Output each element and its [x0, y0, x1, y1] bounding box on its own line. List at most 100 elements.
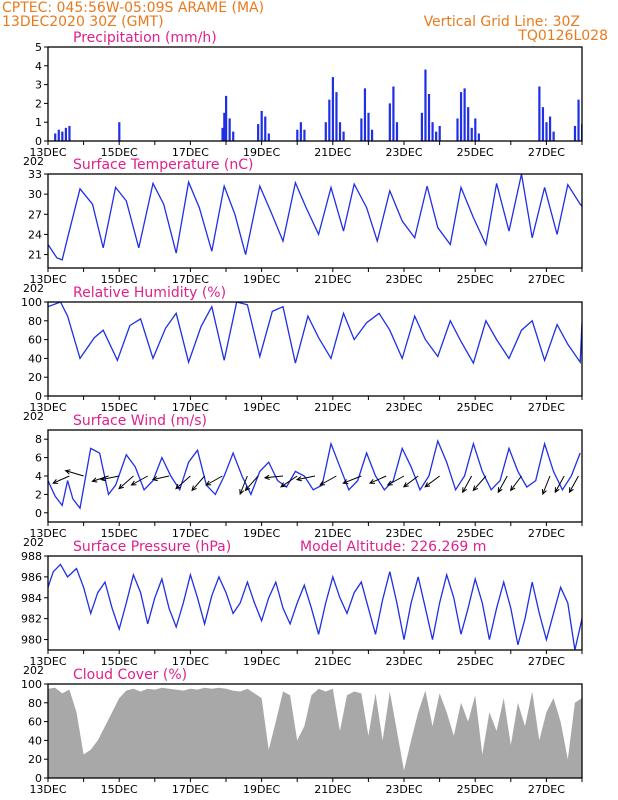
- wind-vector-arrow: [509, 475, 522, 492]
- precip-bar: [303, 129, 306, 141]
- precip-bar: [228, 118, 231, 141]
- y-tick-label: 988: [21, 550, 42, 563]
- panel-title-precip: Precipitation (mm/h): [73, 30, 217, 46]
- x-tick-label: 19DEC: [243, 401, 280, 414]
- y-tick-label: 8: [35, 433, 42, 446]
- precip-bar: [221, 127, 224, 141]
- wind-vector-arrow: [368, 475, 387, 484]
- wind-vector-arrow: [462, 475, 473, 494]
- y-tick-label: 2: [35, 488, 42, 501]
- x-tick-label: 21DEC: [314, 146, 351, 159]
- x-tick-label: 21DEC: [314, 401, 351, 414]
- x-tick-label: 21DEC: [314, 655, 351, 668]
- y-tick-label: 60: [28, 334, 42, 347]
- precip-bar: [232, 131, 235, 141]
- y-tick-label: 0: [35, 507, 42, 520]
- x-tick-label: 15DEC: [101, 655, 138, 668]
- x-tick-label: 25DEC: [457, 273, 494, 286]
- y-tick-label: 2: [35, 97, 42, 110]
- precip-bar: [459, 92, 463, 141]
- precip-bar: [342, 131, 345, 141]
- x-tick-label: 13DEC: [29, 401, 66, 414]
- x-tick-label: 19DEC: [243, 273, 280, 286]
- precip-bar: [370, 129, 374, 141]
- wind-vector-arrow: [319, 475, 337, 486]
- line-wind: [48, 438, 581, 510]
- y-tick-label: 33: [28, 168, 42, 181]
- precip-bar: [438, 125, 441, 141]
- x-tick-label: 23DEC: [385, 783, 422, 796]
- x-tick-label: 25DEC: [457, 401, 494, 414]
- y-tick-label: 984: [21, 592, 42, 605]
- y-tick-label: 20: [28, 753, 42, 766]
- panel-frame-precip: [47, 46, 583, 142]
- wind-vector-arrow: [472, 475, 487, 492]
- wind-vector-arrow: [191, 475, 206, 492]
- y-tick-label: 0: [35, 135, 42, 148]
- precip-bar: [257, 124, 260, 141]
- wind-vector-arrow: [424, 475, 440, 488]
- x-tick-label: 21DEC: [314, 783, 351, 796]
- panel-frame-temp: [47, 173, 583, 269]
- y-tick-label: 982: [21, 613, 42, 626]
- panel-temp: Surface Temperature (nC) 21 24 27 30 33 13DEC 1…: [23, 157, 583, 295]
- x-tick-label: 17DEC: [172, 273, 209, 286]
- y-tick-label: 3: [35, 79, 42, 92]
- x-tick-label: 19DEC: [243, 146, 280, 159]
- precip-bar: [225, 95, 228, 141]
- wind-vector-arrow: [64, 469, 84, 477]
- series-wind: [48, 438, 581, 510]
- wind-vector-arrow: [295, 475, 316, 482]
- wind-vector-arrow: [263, 474, 284, 480]
- panel-title-temp: Surface Temperature (nC): [73, 157, 254, 173]
- header-location: CPTEC: 045:56W-05:09S ARAME (MA): [2, 0, 265, 16]
- wind-vector-arrow: [244, 475, 259, 492]
- wind-vector-arrow: [541, 475, 551, 496]
- x-tick-label: 13DEC: [29, 783, 66, 796]
- x-tick-label: 15DEC: [101, 527, 138, 540]
- panel-frame-pressure: [47, 555, 583, 651]
- x-tick-label: 27DEC: [528, 655, 565, 668]
- wind-vector-arrow: [554, 475, 565, 494]
- panel-frame-rh: [47, 301, 583, 397]
- y-tick-label: 0: [35, 772, 42, 785]
- y-tick-label: 100: [21, 296, 42, 309]
- x-tick-label: 27DEC: [528, 783, 565, 796]
- y-tick-label: 0: [35, 390, 42, 403]
- x-year-fragment: 202: [23, 536, 44, 549]
- y-tick-label: 100: [21, 678, 42, 691]
- x-tick-label: 25DEC: [457, 655, 494, 668]
- precip-bar: [470, 127, 473, 141]
- precip-bar: [331, 77, 334, 141]
- panel-title-cloud: Cloud Cover (%): [73, 667, 187, 683]
- wind-vector-arrow: [52, 475, 70, 484]
- precip-bar: [545, 122, 548, 141]
- y-tick-label: 24: [28, 228, 42, 241]
- y-tick-label: 986: [21, 571, 42, 584]
- precip-bar: [260, 110, 263, 141]
- x-tick-label: 17DEC: [172, 146, 209, 159]
- precip-bar: [541, 107, 545, 141]
- x-tick-label: 19DEC: [243, 655, 280, 668]
- y-tick-label: 40: [28, 352, 42, 365]
- wind-vector-arrow: [100, 475, 120, 482]
- precip-bar: [456, 118, 459, 141]
- x-tick-label: 27DEC: [528, 146, 565, 159]
- x-tick-label: 15DEC: [101, 273, 138, 286]
- series-precip: [54, 69, 582, 141]
- x-tick-label: 15DEC: [101, 146, 138, 159]
- precip-bar: [427, 94, 431, 141]
- precip-bar: [296, 129, 299, 141]
- y-tick-label: 4: [35, 60, 42, 73]
- panel-title-rh: Relative Humidity (%): [73, 285, 226, 301]
- header-model: TQ0126L028: [518, 28, 608, 44]
- precip-bar: [463, 88, 466, 141]
- x-tick-label: 17DEC: [172, 401, 209, 414]
- y-tick-label: 80: [28, 315, 42, 328]
- precip-bar: [328, 99, 331, 141]
- precip-bar: [61, 131, 64, 141]
- precip-bar: [552, 131, 555, 141]
- wind-vector-arrow: [497, 475, 508, 494]
- x-year-fragment: 202: [23, 282, 44, 295]
